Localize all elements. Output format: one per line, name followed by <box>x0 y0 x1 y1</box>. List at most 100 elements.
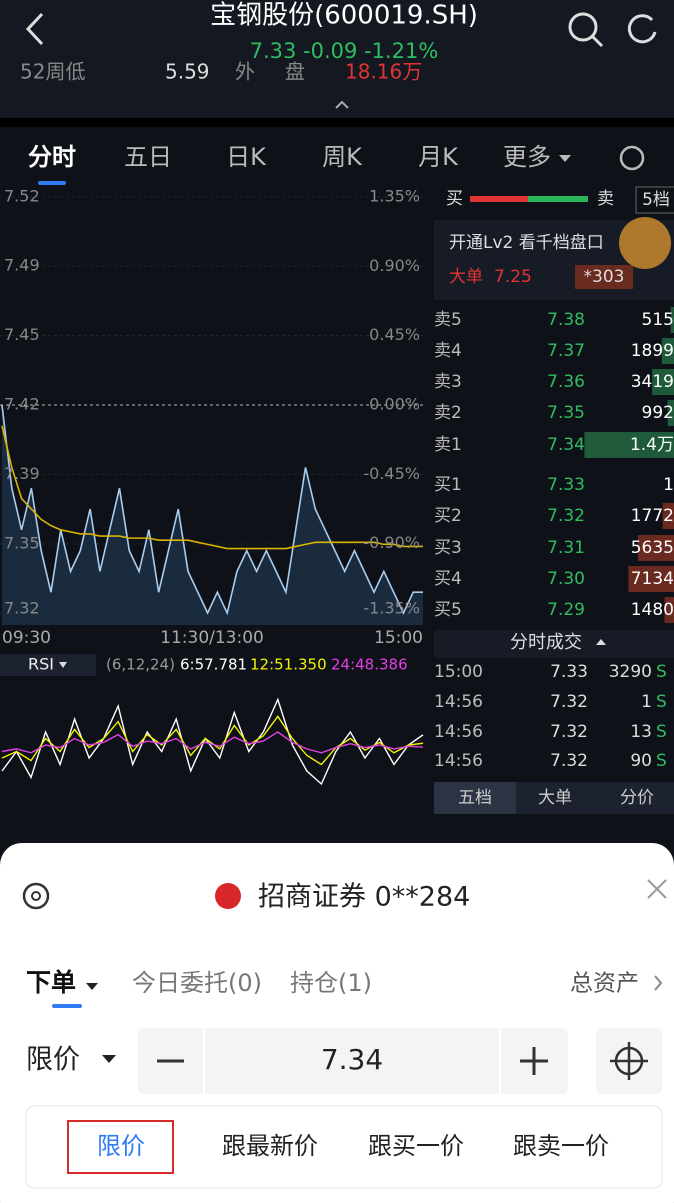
level-label: 买2 <box>434 506 462 526</box>
header-bg <box>0 0 674 118</box>
buy-label: 买 <box>446 189 463 209</box>
back-icon[interactable] <box>25 12 44 46</box>
trades-title[interactable]: 分时成交 <box>510 632 582 653</box>
y2-tick-label: 0.45% <box>369 325 420 344</box>
stat: 盘 <box>285 60 305 84</box>
caret <box>86 983 98 990</box>
volume-bar <box>667 400 674 426</box>
sheet-tab[interactable]: 今日委托(0) <box>132 969 262 997</box>
indicator-name[interactable]: RSI <box>28 655 54 674</box>
stat: 52周低 <box>20 60 85 84</box>
legend-entry: 24:48.386 <box>331 656 408 674</box>
x-tick-label: 09:30 <box>2 628 51 648</box>
search-icon[interactable] <box>568 12 598 42</box>
sell-label: 卖 <box>597 189 614 209</box>
buy-ratio-bar <box>470 196 528 202</box>
level-volume: 515 <box>642 310 674 330</box>
book-tab[interactable]: 五档 <box>458 788 492 808</box>
level-price: 7.34 <box>547 435 585 455</box>
level-volume: 7134 <box>631 569 674 589</box>
level-label: 卖4 <box>434 341 462 361</box>
average-line <box>1 425 423 550</box>
close-icon[interactable] <box>647 879 667 899</box>
sheet-tab[interactable]: 下单 <box>26 968 76 997</box>
order-type[interactable]: 限价 <box>26 1045 80 1076</box>
promo-text[interactable]: 开通Lv2 看千档盘口 <box>449 233 604 253</box>
depth-box[interactable] <box>635 186 674 214</box>
level-volume: 3419 <box>631 372 674 392</box>
refresh-icon[interactable] <box>627 14 657 44</box>
chart-tab[interactable]: 月K <box>418 143 459 171</box>
caret <box>596 639 606 645</box>
big-order-price: 7.25 <box>494 267 532 287</box>
popup-pointer <box>36 1096 56 1106</box>
price-option[interactable]: 限价 <box>97 1132 145 1160</box>
trade-volume: 3290 <box>609 662 652 682</box>
level-price: 7.32 <box>547 506 585 526</box>
caret <box>59 662 67 668</box>
sheet-settings-icon[interactable] <box>22 882 50 910</box>
trade-price: 7.33 <box>550 662 588 682</box>
chevron <box>654 975 663 991</box>
price-type-popup <box>25 1105 663 1189</box>
chart-tab[interactable]: 分时 <box>28 143 76 171</box>
volume-bar <box>670 307 674 333</box>
y-tick-label: 7.39 <box>4 464 40 483</box>
sheet-tab[interactable]: 持仓(1) <box>290 969 372 997</box>
selected-highlight <box>67 1120 174 1174</box>
volume-bar <box>652 369 674 395</box>
expand-icon[interactable] <box>335 100 349 109</box>
y-tick-label: 7.45 <box>4 325 40 344</box>
rsi-line <box>1 697 424 786</box>
level-label: 买4 <box>434 569 462 589</box>
level-label: 卖2 <box>434 403 462 423</box>
level-volume: 1 <box>663 475 674 495</box>
book-tab[interactable]: 分价 <box>620 788 654 808</box>
level-price: 7.31 <box>547 538 585 558</box>
price-option[interactable]: 跟卖一价 <box>513 1132 609 1160</box>
plus-button[interactable] <box>520 1047 548 1075</box>
chart-tab[interactable]: 周K <box>322 143 363 171</box>
caret <box>559 155 571 162</box>
stock-title: 宝钢股份(600019.SH) <box>210 1 478 31</box>
level-price: 7.33 <box>547 475 585 495</box>
search-handle <box>591 35 604 48</box>
book-tab[interactable]: 大单 <box>538 788 572 808</box>
legend-entry: 12:51.350 <box>250 656 327 674</box>
level-price: 7.29 <box>547 600 585 620</box>
total-assets[interactable]: 总资产 <box>570 971 639 997</box>
rsi-line <box>1 731 424 754</box>
chart-tab[interactable]: 日K <box>226 143 267 171</box>
settings-icon[interactable] <box>619 145 645 171</box>
order-price: 7.34 <box>321 1043 383 1076</box>
chart-tab[interactable]: 五日 <box>124 143 172 171</box>
indicator-params: (6,12,24) <box>106 656 175 674</box>
trade-volume: 13 <box>630 722 652 742</box>
level-label: 卖3 <box>434 372 462 392</box>
level-price: 7.37 <box>547 341 585 361</box>
level-price: 7.35 <box>547 403 585 423</box>
price-line <box>1 404 423 616</box>
volume-bar <box>584 432 674 458</box>
x-tick-label: 15:00 <box>374 628 423 648</box>
stat: 外 <box>235 60 255 84</box>
locate-cross <box>610 1042 648 1080</box>
legend-entry: 6:57.781 <box>180 656 247 674</box>
big-order-badge <box>575 265 633 289</box>
chart-tab[interactable]: 更多 <box>503 143 551 171</box>
price-option[interactable]: 跟最新价 <box>222 1132 318 1160</box>
level-label: 买3 <box>434 538 462 558</box>
level-price: 7.30 <box>547 569 585 589</box>
trade-price: 7.32 <box>550 722 588 742</box>
y2-tick-label: -0.45% <box>363 464 420 483</box>
price-input[interactable] <box>138 1028 568 1094</box>
depth-label[interactable]: 5档 <box>642 190 670 210</box>
price-option[interactable]: 跟买一价 <box>368 1132 464 1160</box>
accessibility-button[interactable] <box>619 217 671 269</box>
separator <box>0 118 674 127</box>
trade-side: S <box>656 722 667 742</box>
level-price: 7.38 <box>547 310 585 330</box>
level-volume: 1899 <box>631 341 674 361</box>
rsi-selector[interactable] <box>0 654 96 676</box>
volume-bar <box>628 566 674 592</box>
